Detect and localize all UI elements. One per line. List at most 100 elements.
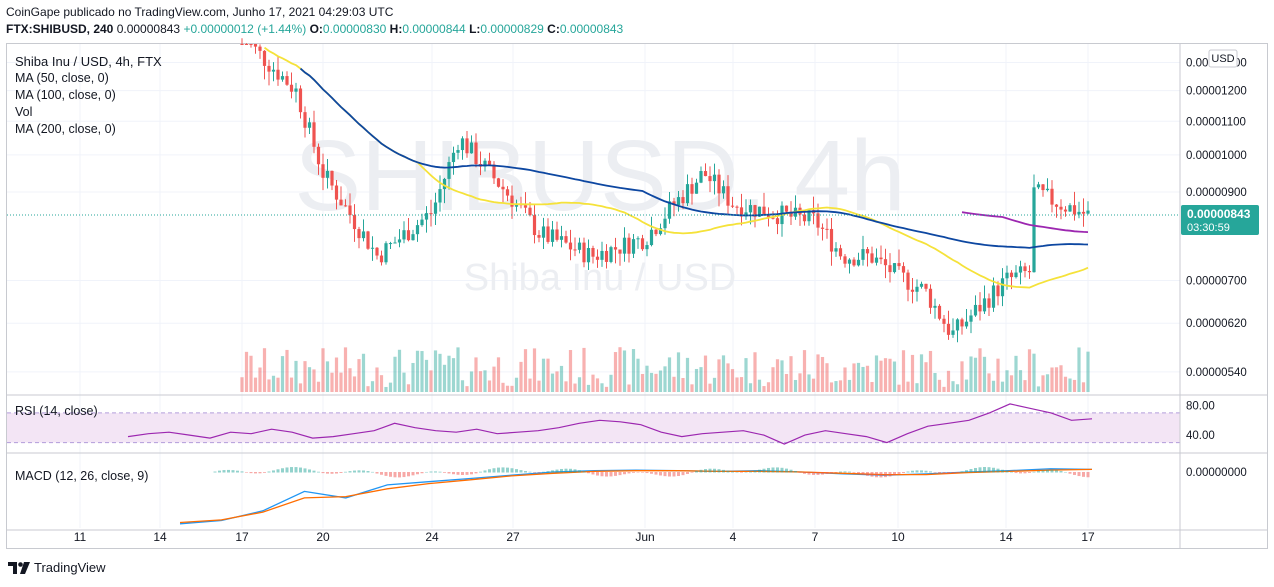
candle (672, 201, 676, 206)
macd-histogram-bar (429, 471, 433, 473)
macd-histogram-bar (902, 472, 905, 474)
candle (514, 203, 519, 207)
macd-histogram-bar (938, 472, 941, 474)
candle (622, 237, 627, 254)
macd-histogram-bar (474, 472, 478, 474)
macd-legend[interactable]: MACD (12, 26, close, 9) (15, 469, 149, 483)
candle (982, 298, 987, 312)
macd-histogram-bar (285, 467, 289, 473)
candle (879, 257, 883, 260)
volume-bar (708, 383, 712, 392)
candle (676, 197, 681, 206)
candle (523, 205, 528, 208)
candle (532, 215, 537, 236)
candle (627, 237, 631, 254)
candle (1014, 272, 1018, 278)
macd-histogram-bar (578, 470, 581, 473)
candle (690, 184, 694, 194)
volume-bar (811, 378, 816, 392)
candle (483, 160, 487, 167)
candle (748, 205, 753, 213)
ma50-legend[interactable]: MA (50, close, 0) (15, 71, 109, 85)
volume-bar (510, 385, 514, 392)
candle (739, 207, 744, 217)
volume-bar (721, 355, 726, 392)
macd-histogram-bar (434, 471, 437, 473)
volume-bar (892, 361, 897, 392)
ma200-legend[interactable]: MA (200, close, 0) (15, 122, 116, 136)
ma100-legend[interactable]: MA (100, close, 0) (15, 88, 116, 102)
macd-histogram-bar (1010, 471, 1013, 473)
volume-bar (789, 356, 793, 392)
candle (577, 242, 582, 250)
candle (550, 229, 555, 242)
candle (762, 206, 766, 216)
candles (240, 38, 1090, 343)
candle (370, 247, 375, 249)
macd-histogram-bar (717, 469, 721, 473)
candle (613, 247, 618, 250)
candle (789, 211, 793, 217)
macd-histogram-bar (627, 472, 631, 474)
candle (460, 138, 465, 151)
macd-histogram-bar (290, 467, 293, 473)
volume-bar (249, 355, 253, 392)
volume-bar (321, 348, 325, 392)
candle (640, 238, 645, 250)
high-label: H: (389, 22, 403, 36)
candle (379, 255, 384, 263)
candle (474, 142, 478, 165)
footer-brand[interactable]: TradingView (8, 560, 106, 575)
volume-bar (1081, 382, 1086, 392)
candle (874, 257, 879, 263)
currency-label: USD (1211, 53, 1234, 65)
candle (951, 330, 955, 335)
macd-histogram-bar (353, 470, 356, 473)
volume-bar (649, 372, 654, 392)
volume-bar (537, 380, 541, 392)
candle (415, 225, 420, 235)
macd-histogram-bar (996, 468, 1000, 473)
macd-histogram-bar (330, 472, 334, 474)
volume-bar (505, 385, 510, 392)
currency-button[interactable]: USD (1208, 49, 1238, 68)
rsi-legend[interactable]: RSI (14, close) (15, 404, 98, 418)
macd-histogram-bar (893, 472, 896, 476)
candle (843, 256, 847, 264)
candle (240, 44, 244, 45)
volume-bar (991, 380, 996, 392)
symbol-legend-title: Shiba Inu / USD, 4h, FTX (15, 54, 162, 69)
candle (357, 229, 361, 239)
volume-bar (393, 356, 397, 392)
candle (631, 239, 636, 254)
time-axis[interactable]: 11 14 17 20 24 27 Jun 4 7 10 14 17 (74, 530, 1095, 544)
macd-histogram-bar (776, 467, 779, 473)
volume-bar (658, 370, 663, 392)
macd-histogram-bar (1068, 472, 1072, 474)
macd-histogram-bar (942, 472, 946, 474)
macd-signal-line (179, 468, 1093, 524)
macd-histogram-bar (861, 472, 865, 475)
volume-bar (775, 359, 780, 392)
macd-histogram-bar (222, 470, 226, 473)
volume-bar (982, 356, 987, 392)
volume-bar (478, 371, 483, 392)
candle (1018, 266, 1023, 273)
candle (915, 286, 919, 292)
candle (910, 289, 915, 292)
macd-histogram-bar (969, 469, 973, 473)
volume-bar (244, 351, 249, 392)
macd-histogram-bar (726, 470, 730, 473)
vol-legend[interactable]: Vol (15, 105, 33, 119)
macd-histogram-bar (276, 469, 280, 473)
candle (1068, 205, 1072, 212)
volume-bar (312, 369, 316, 392)
macd-histogram-bar (825, 472, 829, 474)
macd-histogram-bar (816, 472, 820, 475)
volume-bar (870, 382, 874, 392)
volume-bar (411, 362, 415, 392)
candle (325, 170, 330, 178)
candle (258, 46, 262, 51)
macd-histogram-bar (375, 472, 379, 474)
